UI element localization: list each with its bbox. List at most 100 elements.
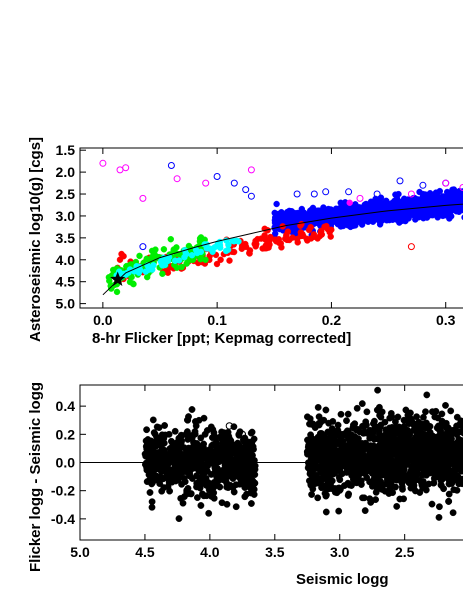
data-point xyxy=(220,429,228,437)
data-point xyxy=(426,443,434,451)
data-point xyxy=(325,464,333,472)
data-point xyxy=(243,478,251,486)
data-point xyxy=(396,177,404,185)
data-point xyxy=(178,480,186,488)
data-point xyxy=(144,436,152,443)
data-point xyxy=(171,427,179,435)
data-point xyxy=(169,441,177,448)
data-point xyxy=(394,469,402,477)
data-point xyxy=(373,190,381,198)
data-point xyxy=(367,498,375,506)
data-point xyxy=(308,420,316,428)
data-point xyxy=(245,472,253,480)
data-point xyxy=(210,489,218,497)
data-point xyxy=(455,457,463,465)
data-point xyxy=(434,414,442,422)
data-point xyxy=(353,216,361,223)
data-point xyxy=(314,403,322,411)
panel-bottom-residuals: 5.0 4.5 4.0 3.5 3.0 2.5 -0.4 -0.2 0.0 0.2 0.4 Seis… xyxy=(27,382,463,588)
data-point xyxy=(145,266,153,273)
x-tick-label: 3.0 xyxy=(330,544,350,560)
data-point xyxy=(393,460,401,468)
data-point xyxy=(148,247,156,255)
data-point xyxy=(406,454,413,462)
data-point xyxy=(242,240,249,248)
data-point xyxy=(422,424,430,432)
sun-star-marker xyxy=(110,271,126,286)
data-point xyxy=(359,218,366,226)
data-point xyxy=(313,211,321,218)
data-point xyxy=(186,460,194,467)
data-point xyxy=(321,489,329,497)
data-point xyxy=(298,205,305,213)
data-point xyxy=(148,480,156,488)
data-point xyxy=(212,481,220,489)
data-point xyxy=(145,471,153,479)
data-point xyxy=(165,479,173,487)
data-point xyxy=(242,186,250,194)
data-point xyxy=(155,460,163,468)
data-point xyxy=(388,435,396,443)
data-point xyxy=(447,407,455,415)
data-point xyxy=(446,429,454,437)
data-point xyxy=(412,216,419,223)
data-point xyxy=(229,459,237,467)
data-point xyxy=(225,422,234,430)
data-point xyxy=(394,413,402,421)
data-point xyxy=(195,478,203,486)
data-point xyxy=(234,439,242,447)
data-point xyxy=(419,181,427,189)
data-point xyxy=(152,454,160,462)
data-point xyxy=(432,435,439,442)
data-point xyxy=(318,462,326,470)
data-point xyxy=(149,253,156,260)
data-point xyxy=(354,459,362,467)
data-point xyxy=(265,244,272,251)
data-point xyxy=(226,257,233,264)
data-point xyxy=(329,417,337,425)
data-point xyxy=(217,468,224,476)
data-point xyxy=(258,235,265,242)
data-point xyxy=(248,438,256,445)
data-point xyxy=(153,473,161,480)
data-point xyxy=(460,449,463,457)
data-point xyxy=(373,197,381,204)
panel-top-flicker-vs-logg: 0.0 0.1 0.2 0.3 1.5 2.0 2.5 3.0 3.5 4.0 4.5 5.0 8-h… xyxy=(27,137,463,347)
data-point xyxy=(206,447,214,455)
data-point xyxy=(385,463,393,470)
data-point xyxy=(192,446,200,454)
data-point xyxy=(160,246,168,253)
panel-top-xlabel: 8-hr Flicker [ppt; Kepmag corrected] xyxy=(92,330,351,347)
data-point xyxy=(271,217,279,224)
data-point xyxy=(178,461,186,468)
data-point xyxy=(197,502,205,509)
data-point xyxy=(246,249,253,257)
data-point xyxy=(158,487,166,495)
data-point xyxy=(439,212,446,220)
data-point xyxy=(401,195,408,202)
data-point xyxy=(449,509,457,517)
data-point xyxy=(183,488,191,496)
data-point xyxy=(335,473,343,481)
data-point xyxy=(284,208,291,216)
data-point xyxy=(450,486,458,494)
data-point xyxy=(374,386,381,394)
data-point xyxy=(449,446,457,454)
data-point xyxy=(149,416,157,424)
data-point xyxy=(413,460,421,468)
data-point xyxy=(238,430,247,438)
data-point xyxy=(442,401,449,409)
data-point xyxy=(200,414,208,422)
data-point xyxy=(435,503,443,511)
data-point xyxy=(445,490,453,498)
x-tick-label: 0.0 xyxy=(93,312,113,328)
data-point xyxy=(283,232,290,239)
data-point xyxy=(143,426,151,434)
data-point xyxy=(286,236,293,244)
data-point xyxy=(441,470,449,478)
data-point xyxy=(307,223,314,231)
data-point xyxy=(356,194,364,202)
data-point xyxy=(452,205,460,213)
data-point xyxy=(176,439,184,447)
panel-bottom-ylabel: Flicker logg - Seismic logg xyxy=(27,382,44,572)
